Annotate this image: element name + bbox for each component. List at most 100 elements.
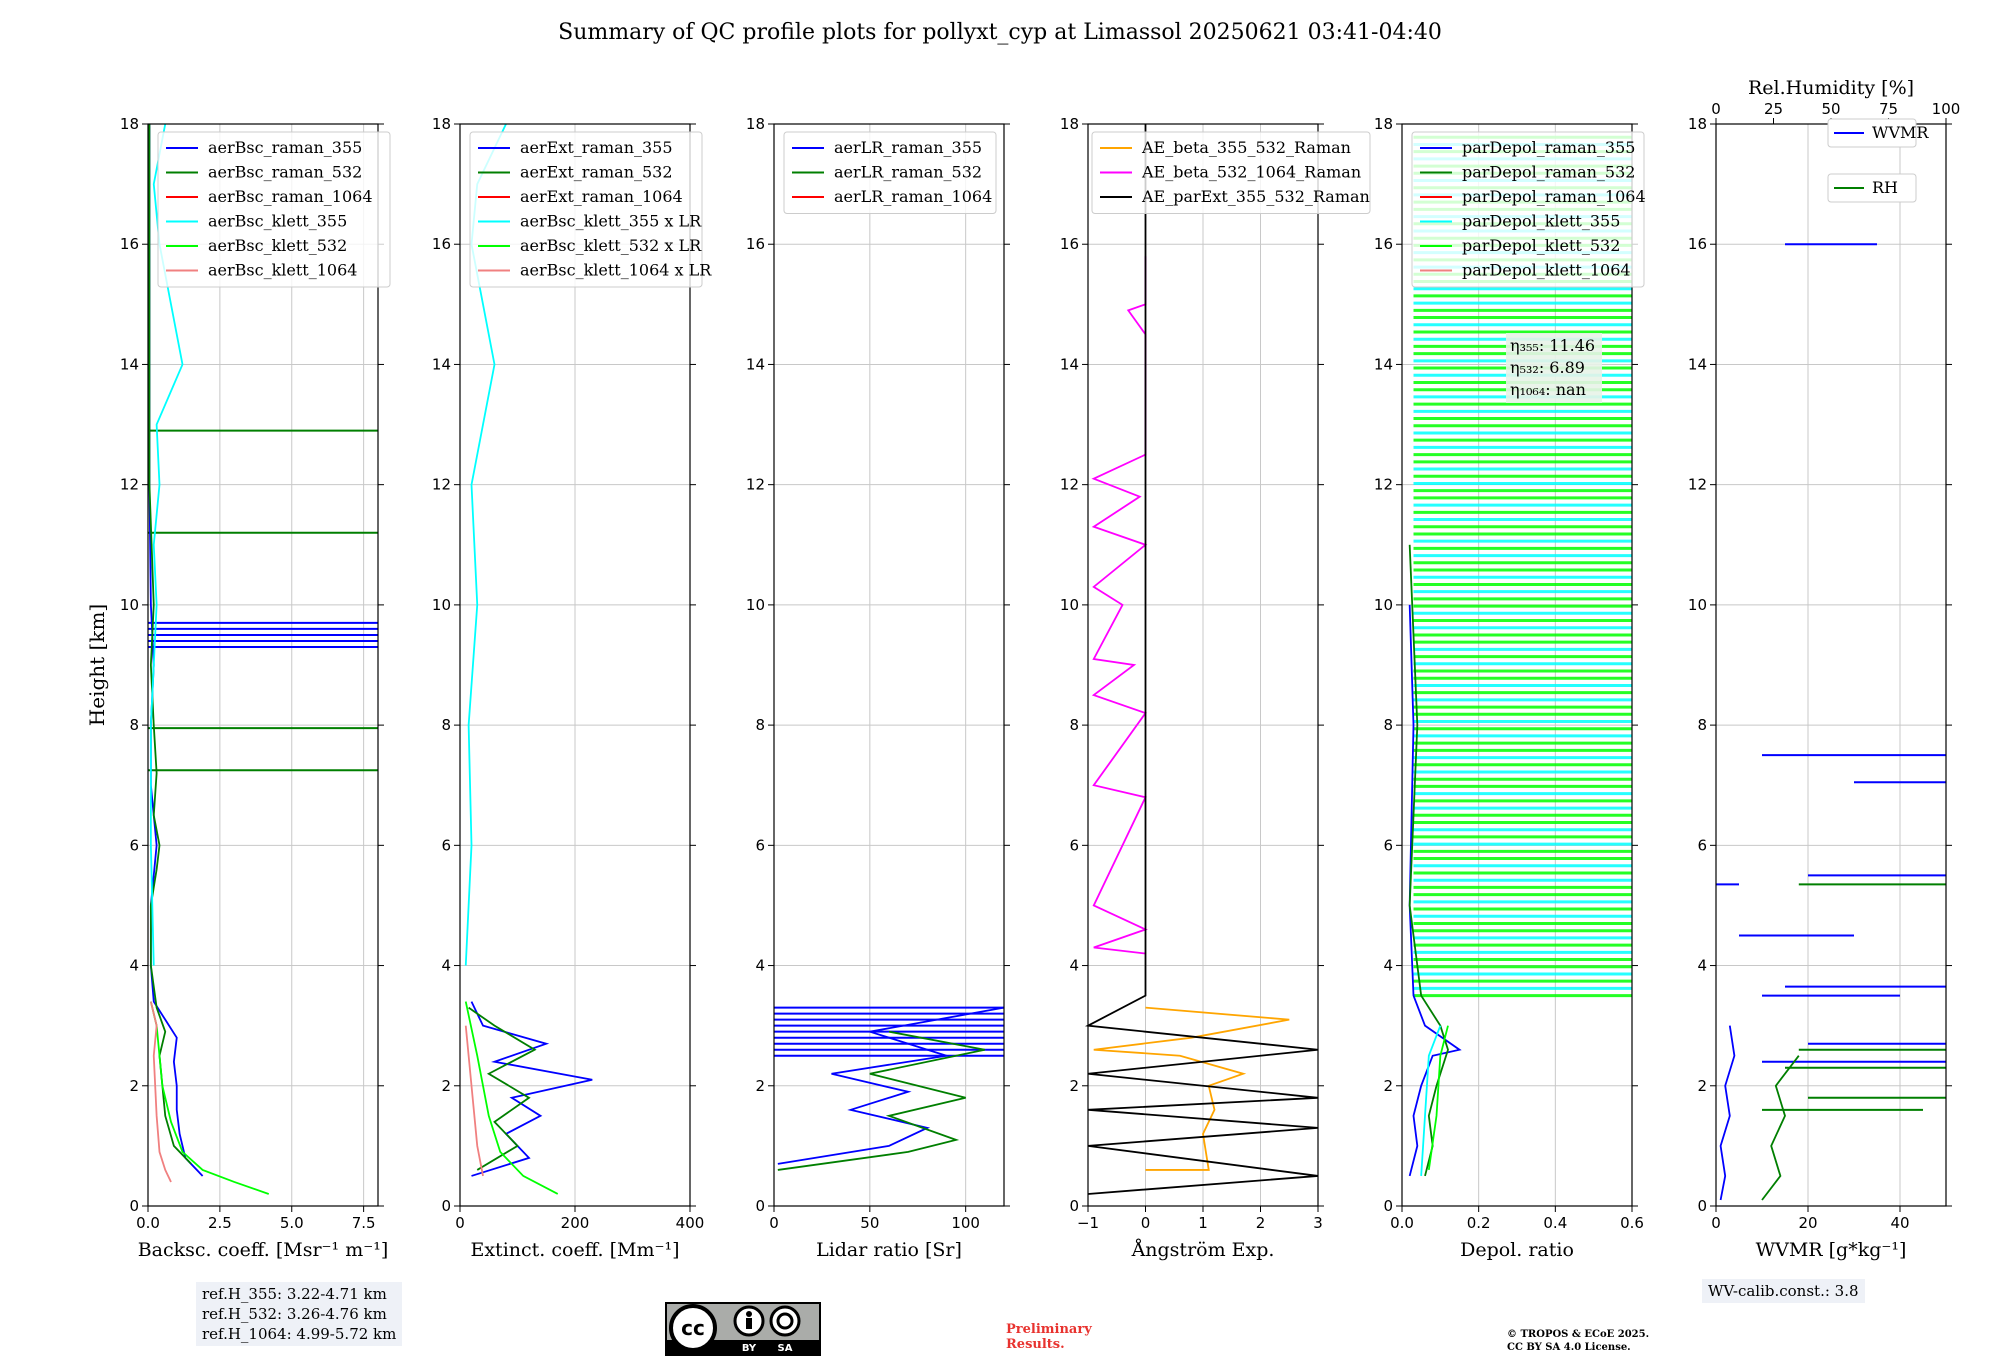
y-tick-label: 16 — [120, 235, 139, 253]
y-tick-label: 2 — [129, 1077, 139, 1095]
legend-entry: parDepol_raman_532 — [1462, 163, 1635, 182]
y-tick-label: 8 — [1697, 716, 1707, 734]
y-tick-label: 10 — [1374, 596, 1393, 614]
legend-entry: parDepol_raman_355 — [1462, 138, 1635, 157]
figure-title: Summary of QC profile plots for pollyxt_… — [558, 20, 1442, 45]
preliminary-note: Preliminary Results. — [1006, 1322, 1126, 1352]
x-tick-label: 0.0 — [1390, 1214, 1414, 1232]
y-tick-label: 16 — [1688, 235, 1707, 253]
legend-entry: aerBsc_raman_355 — [208, 138, 362, 157]
series-aerBsc_klett_532 — [149, 1001, 270, 1195]
series-parDepol_klett_355 — [1420, 1025, 1442, 1177]
y-tick-label: 12 — [746, 476, 765, 494]
legend-entry: parDepol_klett_1064 — [1462, 261, 1631, 280]
y-tick-label: 16 — [1374, 235, 1393, 253]
y-tick-label: 18 — [746, 115, 765, 133]
y-tick-label: 4 — [441, 957, 451, 975]
y-tick-label: 0 — [129, 1197, 139, 1215]
x-tick-label: 50 — [860, 1214, 879, 1232]
top-x-tick-label: 0 — [1711, 100, 1721, 118]
panel-dep: 0.0 0.2 0.4 0.6 0 2 4 6 8 10 12 14 16 18 Depol. ratio p… — [1374, 115, 1646, 1261]
y-tick-label: 6 — [441, 836, 451, 854]
preliminary-line-1: Preliminary — [1006, 1322, 1092, 1337]
x-tick-label: 2.5 — [208, 1214, 232, 1232]
axes-frame — [1401, 123, 1633, 1207]
y-tick-label: 8 — [1383, 716, 1393, 734]
y-tick-label: 18 — [120, 115, 139, 133]
legend-entry: aerBsc_klett_1064 — [208, 261, 357, 280]
sa-icon — [769, 1305, 801, 1337]
legend-box — [783, 131, 997, 214]
top-x-tick-label: 100 — [1932, 100, 1961, 118]
y-tick-label: 2 — [755, 1077, 765, 1095]
y-tick-label: 14 — [1374, 355, 1393, 373]
y-tick-label: 2 — [441, 1077, 451, 1095]
shared-y-axis-label: Height [km] — [85, 604, 109, 726]
y-tick-label: 18 — [1374, 115, 1393, 133]
x-axis-label: Backsc. coeff. [Msr⁻¹ m⁻¹] — [138, 1239, 389, 1261]
legend-entry: parDepol_klett_355 — [1462, 212, 1620, 231]
x-tick-label: 200 — [561, 1214, 590, 1232]
refh-532: ref.H_532: 3.26-4.76 km — [202, 1305, 387, 1323]
x-tick-label: 3 — [1313, 1214, 1323, 1232]
y-tick-label: 14 — [120, 355, 139, 373]
y-tick-label: 0 — [441, 1197, 451, 1215]
y-tick-label: 6 — [755, 836, 765, 854]
y-tick-label: 6 — [1697, 836, 1707, 854]
y-tick-label: 10 — [1688, 596, 1707, 614]
legend-box — [1827, 173, 1917, 203]
copyright-note: © TROPOS & ECoE 2025. CC BY SA 4.0 Licen… — [1507, 1328, 1727, 1354]
y-tick-label: 6 — [129, 836, 139, 854]
x-tick-label: 40 — [1890, 1214, 1909, 1232]
y-tick-label: 12 — [1060, 476, 1079, 494]
series-aerLR_raman_355 — [777, 1006, 1005, 1165]
panel-ext: 0 200 400 0 2 4 6 8 10 12 14 16 18 Extinct. coeff. [M… — [432, 115, 712, 1261]
panel-lr: 0 50 100 0 2 4 6 8 10 12 14 16 18 Lidar ratio [Sr] aer… — [746, 115, 1010, 1261]
cc-text: cc — [681, 1316, 705, 1340]
y-tick-label: 0 — [1697, 1197, 1707, 1215]
top-x-tick-label: 25 — [1764, 100, 1783, 118]
y-tick-label: 0 — [1069, 1197, 1079, 1215]
top-x-tick-label: 75 — [1879, 100, 1898, 118]
x-tick-label: 5.0 — [280, 1214, 304, 1232]
top-x-tick-label: 50 — [1821, 100, 1840, 118]
y-tick-label: 16 — [746, 235, 765, 253]
legend-box — [1411, 131, 1645, 288]
series-aerBsc_klett_1064 x LR — [464, 1025, 484, 1177]
y-tick-label: 4 — [755, 957, 765, 975]
series-WVMR — [1719, 1025, 1736, 1201]
wv-calib-text: WV-calib.const.: 3.8 — [1708, 1282, 1859, 1300]
panel-bsc: 0.0 2.5 5.0 7.5 0 2 4 6 8 10 12 14 16 18 Backsc. coeff… — [120, 115, 391, 1261]
eta-annotation-line: η₅₃₂: 6.89 — [1510, 358, 1585, 377]
legend-entry: parDepol_klett_532 — [1462, 236, 1620, 255]
top-x-axis-label: Rel.Humidity [%] — [1748, 77, 1914, 99]
cc-license-badge: cc BY SA — [665, 1302, 821, 1356]
series-RH — [1761, 1055, 1800, 1201]
x-tick-label: 100 — [951, 1214, 980, 1232]
series-aerBsc_klett_1064 — [149, 1001, 172, 1183]
y-tick-label: 12 — [1374, 476, 1393, 494]
legend-entry: aerBsc_klett_532 x LR — [520, 236, 702, 255]
refh-1064: ref.H_1064: 4.99-5.72 km — [202, 1325, 397, 1343]
legend-entry: aerLR_raman_355 — [834, 138, 982, 157]
x-axis-label: Lidar ratio [Sr] — [816, 1239, 962, 1261]
legend-entry: AE_parExt_355_532_Raman — [1141, 187, 1370, 206]
x-axis-label: Extinct. coeff. [Mm⁻¹] — [470, 1239, 679, 1261]
y-tick-label: 10 — [746, 596, 765, 614]
legend-entry: AE_beta_355_532_Raman — [1141, 138, 1351, 157]
legend-entry: aerLR_raman_532 — [834, 163, 982, 182]
legend-entry: WVMR — [1872, 123, 1929, 142]
reference-height-box: ref.H_355: 3.22-4.71 km ref.H_532: 3.26-… — [196, 1282, 403, 1346]
copyright-line-1: © TROPOS & ECoE 2025. — [1507, 1329, 1650, 1340]
y-tick-label: 10 — [1060, 596, 1079, 614]
legend-entry: aerBsc_raman_1064 — [208, 187, 373, 206]
series-parDepol_klett_532 — [1427, 1025, 1449, 1171]
y-tick-label: 8 — [1069, 716, 1079, 734]
y-tick-label: 6 — [1383, 836, 1393, 854]
legend-entry: aerExt_raman_532 — [520, 163, 673, 182]
legend-entry: aerExt_raman_1064 — [520, 187, 683, 206]
x-axis-label: Depol. ratio — [1460, 1239, 1574, 1261]
y-tick-label: 0 — [755, 1197, 765, 1215]
